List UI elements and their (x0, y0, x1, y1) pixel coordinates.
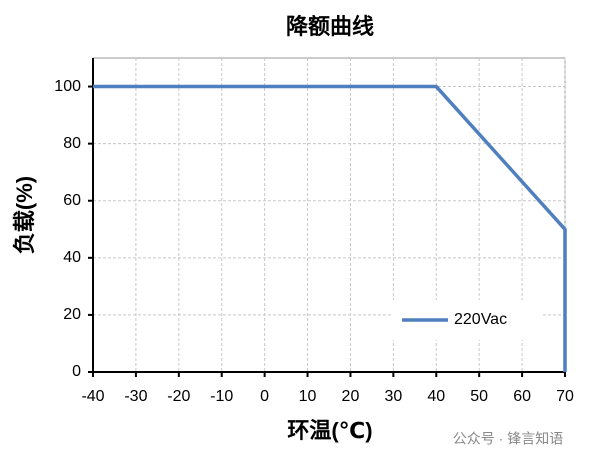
x-tick-label: -20 (167, 388, 190, 405)
watermark: 公众号 · 锋言知语 (453, 431, 563, 447)
x-tick-label: -40 (81, 388, 104, 405)
y-axis-label: 负载(%) (12, 176, 37, 254)
x-tick-label: -10 (210, 388, 233, 405)
y-tick-label: 0 (72, 363, 81, 380)
y-tick-label: 20 (63, 306, 81, 323)
x-tick-label: 50 (470, 388, 488, 405)
legend-label: 220Vac (454, 311, 507, 328)
y-tick-label: 80 (63, 135, 81, 152)
x-tick-label: 10 (299, 388, 317, 405)
series-line (93, 84, 567, 372)
y-tick-label: 100 (54, 78, 81, 95)
x-tick-label: 30 (384, 388, 402, 405)
x-tick-label: 20 (342, 388, 360, 405)
x-axis-label: 环温(℃) (287, 418, 372, 443)
x-tick-label: 60 (513, 388, 531, 405)
x-tick-label: 70 (556, 388, 574, 405)
x-tick-label: 0 (260, 388, 269, 405)
y-tick-label: 60 (63, 192, 81, 209)
x-tick-label: 40 (427, 388, 445, 405)
x-tick-label: -30 (124, 388, 147, 405)
chart-title: 降额曲线 (286, 14, 374, 39)
y-tick-label: 40 (63, 249, 81, 266)
